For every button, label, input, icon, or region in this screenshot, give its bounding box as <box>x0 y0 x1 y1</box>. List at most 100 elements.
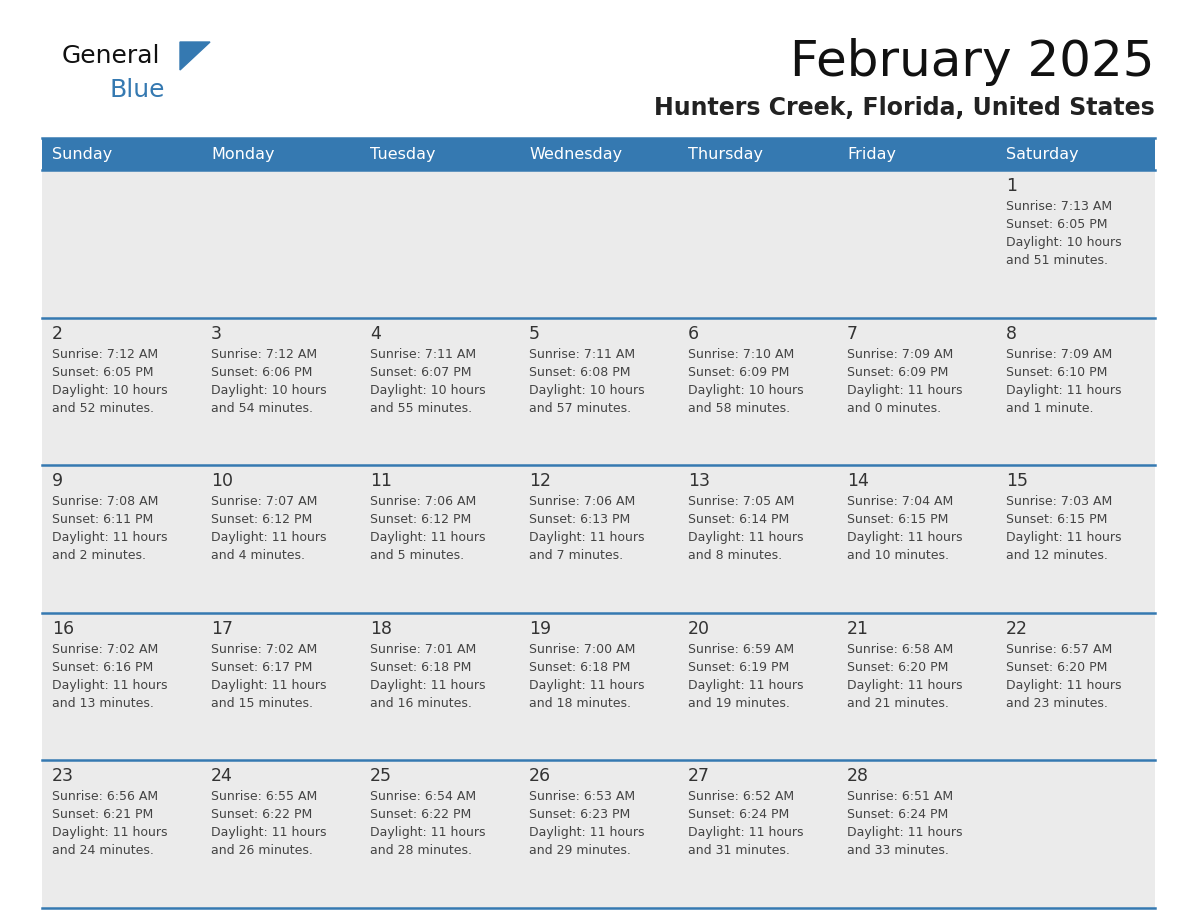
Text: and 24 minutes.: and 24 minutes. <box>52 845 154 857</box>
Text: and 55 minutes.: and 55 minutes. <box>369 401 472 415</box>
Bar <box>360 760 519 908</box>
Bar <box>201 318 360 465</box>
Bar <box>996 760 1155 908</box>
Text: Daylight: 10 hours: Daylight: 10 hours <box>529 384 645 397</box>
Text: Sunset: 6:18 PM: Sunset: 6:18 PM <box>529 661 631 674</box>
Text: Sunset: 6:21 PM: Sunset: 6:21 PM <box>52 809 153 822</box>
Bar <box>201 465 360 613</box>
Text: Sunset: 6:17 PM: Sunset: 6:17 PM <box>211 661 312 674</box>
Bar <box>519 613 678 760</box>
Bar <box>996 318 1155 465</box>
Bar <box>360 613 519 760</box>
Bar <box>360 465 519 613</box>
Text: Sunset: 6:18 PM: Sunset: 6:18 PM <box>369 661 472 674</box>
Text: 6: 6 <box>688 325 699 342</box>
Text: and 21 minutes.: and 21 minutes. <box>847 697 949 710</box>
Bar <box>519 170 678 318</box>
Text: Daylight: 11 hours: Daylight: 11 hours <box>369 826 486 839</box>
Text: Daylight: 11 hours: Daylight: 11 hours <box>688 826 803 839</box>
Text: Sunrise: 7:02 AM: Sunrise: 7:02 AM <box>52 643 158 655</box>
Bar <box>42 318 201 465</box>
Bar <box>838 465 996 613</box>
Text: Sunset: 6:09 PM: Sunset: 6:09 PM <box>847 365 948 378</box>
Text: Sunrise: 7:01 AM: Sunrise: 7:01 AM <box>369 643 476 655</box>
Text: Daylight: 11 hours: Daylight: 11 hours <box>211 678 327 692</box>
Text: and 7 minutes.: and 7 minutes. <box>529 549 624 562</box>
Text: Sunrise: 6:58 AM: Sunrise: 6:58 AM <box>847 643 953 655</box>
Text: and 18 minutes.: and 18 minutes. <box>529 697 631 710</box>
Bar <box>838 318 996 465</box>
Text: 19: 19 <box>529 620 551 638</box>
Text: Sunrise: 7:03 AM: Sunrise: 7:03 AM <box>1006 495 1112 509</box>
Text: Sunrise: 7:11 AM: Sunrise: 7:11 AM <box>529 348 636 361</box>
Text: and 8 minutes.: and 8 minutes. <box>688 549 782 562</box>
Text: Sunset: 6:23 PM: Sunset: 6:23 PM <box>529 809 631 822</box>
Text: Sunrise: 6:59 AM: Sunrise: 6:59 AM <box>688 643 794 655</box>
Text: 15: 15 <box>1006 472 1028 490</box>
Text: and 10 minutes.: and 10 minutes. <box>847 549 949 562</box>
Text: and 54 minutes.: and 54 minutes. <box>211 401 312 415</box>
Text: Daylight: 11 hours: Daylight: 11 hours <box>1006 384 1121 397</box>
Text: and 0 minutes.: and 0 minutes. <box>847 401 941 415</box>
Text: 3: 3 <box>211 325 222 342</box>
Bar <box>201 138 360 170</box>
Bar <box>360 318 519 465</box>
Text: 7: 7 <box>847 325 858 342</box>
Bar <box>42 613 201 760</box>
Bar <box>42 760 201 908</box>
Text: Monday: Monday <box>211 147 274 162</box>
Text: 28: 28 <box>847 767 868 786</box>
Text: Sunrise: 6:56 AM: Sunrise: 6:56 AM <box>52 790 158 803</box>
Text: and 2 minutes.: and 2 minutes. <box>52 549 146 562</box>
Text: 11: 11 <box>369 472 392 490</box>
Text: Sunset: 6:06 PM: Sunset: 6:06 PM <box>211 365 312 378</box>
Text: 12: 12 <box>529 472 551 490</box>
Text: 18: 18 <box>369 620 392 638</box>
Text: Daylight: 10 hours: Daylight: 10 hours <box>52 384 168 397</box>
Text: Daylight: 10 hours: Daylight: 10 hours <box>211 384 327 397</box>
Text: Friday: Friday <box>847 147 896 162</box>
Text: 8: 8 <box>1006 325 1017 342</box>
Text: 23: 23 <box>52 767 74 786</box>
Bar <box>678 465 838 613</box>
Text: Sunset: 6:24 PM: Sunset: 6:24 PM <box>847 809 948 822</box>
Text: Blue: Blue <box>110 78 165 102</box>
Bar <box>42 138 201 170</box>
Text: 24: 24 <box>211 767 233 786</box>
Text: Sunrise: 7:11 AM: Sunrise: 7:11 AM <box>369 348 476 361</box>
Text: and 26 minutes.: and 26 minutes. <box>211 845 312 857</box>
Text: Sunset: 6:15 PM: Sunset: 6:15 PM <box>847 513 948 526</box>
Bar <box>838 170 996 318</box>
Bar <box>996 138 1155 170</box>
Bar <box>678 170 838 318</box>
Text: Sunset: 6:20 PM: Sunset: 6:20 PM <box>1006 661 1107 674</box>
Text: Daylight: 11 hours: Daylight: 11 hours <box>529 532 645 544</box>
Text: and 5 minutes.: and 5 minutes. <box>369 549 465 562</box>
Text: Sunrise: 6:57 AM: Sunrise: 6:57 AM <box>1006 643 1112 655</box>
Text: Sunrise: 6:53 AM: Sunrise: 6:53 AM <box>529 790 636 803</box>
Text: and 15 minutes.: and 15 minutes. <box>211 697 312 710</box>
Text: and 28 minutes.: and 28 minutes. <box>369 845 472 857</box>
Text: Sunrise: 7:08 AM: Sunrise: 7:08 AM <box>52 495 158 509</box>
Bar <box>519 760 678 908</box>
Text: Daylight: 11 hours: Daylight: 11 hours <box>52 678 168 692</box>
Text: 10: 10 <box>211 472 233 490</box>
Text: Sunrise: 7:13 AM: Sunrise: 7:13 AM <box>1006 200 1112 213</box>
Bar <box>678 613 838 760</box>
Text: and 19 minutes.: and 19 minutes. <box>688 697 790 710</box>
Text: Daylight: 11 hours: Daylight: 11 hours <box>369 532 486 544</box>
Text: Hunters Creek, Florida, United States: Hunters Creek, Florida, United States <box>655 96 1155 120</box>
Text: 14: 14 <box>847 472 868 490</box>
Text: Daylight: 11 hours: Daylight: 11 hours <box>847 532 962 544</box>
Text: General: General <box>62 44 160 68</box>
Text: Sunrise: 6:52 AM: Sunrise: 6:52 AM <box>688 790 794 803</box>
Text: Sunset: 6:16 PM: Sunset: 6:16 PM <box>52 661 153 674</box>
Text: and 31 minutes.: and 31 minutes. <box>688 845 790 857</box>
Text: Sunrise: 7:09 AM: Sunrise: 7:09 AM <box>847 348 953 361</box>
Text: Sunset: 6:08 PM: Sunset: 6:08 PM <box>529 365 631 378</box>
Text: Sunset: 6:05 PM: Sunset: 6:05 PM <box>1006 218 1107 231</box>
Text: Sunset: 6:15 PM: Sunset: 6:15 PM <box>1006 513 1107 526</box>
Text: Daylight: 11 hours: Daylight: 11 hours <box>847 826 962 839</box>
Text: 25: 25 <box>369 767 392 786</box>
Text: and 52 minutes.: and 52 minutes. <box>52 401 154 415</box>
